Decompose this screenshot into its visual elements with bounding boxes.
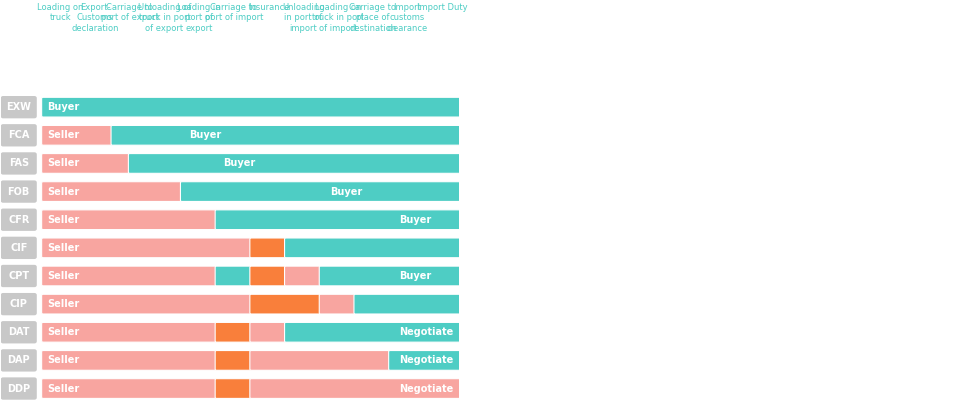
FancyBboxPatch shape (1, 124, 36, 147)
FancyBboxPatch shape (41, 322, 218, 342)
Text: Negotiate: Negotiate (399, 383, 453, 393)
FancyBboxPatch shape (250, 238, 287, 258)
Text: Seller: Seller (47, 215, 80, 225)
FancyBboxPatch shape (1, 208, 36, 231)
Text: Buyer: Buyer (539, 327, 570, 337)
Text: Carriage to
place of
destination: Carriage to place of destination (349, 3, 396, 33)
Text: Carriage to
port of import: Carriage to port of import (204, 3, 263, 22)
Text: Loading on
truck in port
of import: Loading on truck in port of import (312, 3, 364, 33)
FancyBboxPatch shape (1, 349, 36, 372)
FancyBboxPatch shape (41, 266, 218, 286)
FancyBboxPatch shape (1, 152, 36, 175)
Text: Buyer: Buyer (677, 299, 709, 309)
FancyBboxPatch shape (250, 294, 322, 314)
Text: Loading on
truck: Loading on truck (37, 3, 84, 22)
FancyBboxPatch shape (389, 351, 461, 370)
Text: Buyer: Buyer (329, 187, 362, 197)
FancyBboxPatch shape (1, 96, 36, 118)
Text: Buyer: Buyer (224, 158, 255, 168)
Text: Seller: Seller (468, 356, 501, 365)
Text: Buyer: Buyer (608, 271, 640, 281)
Text: DDP: DDP (7, 383, 31, 393)
FancyBboxPatch shape (250, 351, 392, 370)
Text: Buyer: Buyer (399, 215, 431, 225)
FancyBboxPatch shape (354, 294, 461, 314)
Text: Import Duty: Import Duty (417, 3, 468, 12)
FancyBboxPatch shape (1, 321, 36, 343)
FancyBboxPatch shape (1, 181, 36, 203)
FancyBboxPatch shape (111, 125, 461, 145)
FancyBboxPatch shape (41, 210, 218, 229)
Text: Insurance: Insurance (248, 3, 289, 12)
FancyBboxPatch shape (41, 154, 132, 173)
Text: Seller: Seller (47, 356, 80, 365)
Text: Seller: Seller (47, 158, 80, 168)
Text: FOB: FOB (8, 187, 30, 197)
FancyBboxPatch shape (1, 377, 36, 400)
Text: EXW: EXW (7, 102, 31, 112)
Text: Carriage to
port of export: Carriage to port of export (101, 3, 158, 22)
FancyBboxPatch shape (1, 237, 36, 259)
FancyBboxPatch shape (1, 265, 36, 287)
Text: Negotiate: Negotiate (468, 271, 523, 281)
Text: Seller: Seller (47, 327, 80, 337)
Text: FAS: FAS (9, 158, 29, 168)
Text: CFR: CFR (8, 215, 30, 225)
FancyBboxPatch shape (320, 266, 461, 286)
FancyBboxPatch shape (1, 293, 36, 315)
FancyBboxPatch shape (284, 322, 461, 342)
Text: Negotiate: Negotiate (399, 356, 453, 365)
FancyBboxPatch shape (215, 351, 252, 370)
FancyBboxPatch shape (41, 351, 218, 370)
FancyBboxPatch shape (41, 379, 218, 398)
FancyBboxPatch shape (284, 238, 461, 258)
Text: Buyer: Buyer (189, 130, 222, 140)
Text: Seller: Seller (47, 187, 80, 197)
FancyBboxPatch shape (41, 238, 252, 258)
Text: Seller: Seller (539, 271, 570, 281)
Text: Negotiate: Negotiate (468, 243, 523, 253)
Text: Seller: Seller (47, 243, 80, 253)
FancyBboxPatch shape (41, 182, 183, 202)
Text: Seller: Seller (608, 299, 640, 309)
Text: FCA: FCA (8, 130, 30, 140)
Text: Unloading of
truck in port
of export: Unloading of truck in port of export (138, 3, 191, 33)
Text: Import
customs
clearance: Import customs clearance (387, 3, 428, 33)
FancyBboxPatch shape (320, 294, 357, 314)
Text: DAP: DAP (8, 356, 30, 365)
FancyBboxPatch shape (215, 266, 252, 286)
FancyBboxPatch shape (250, 379, 461, 398)
FancyBboxPatch shape (215, 210, 461, 229)
FancyBboxPatch shape (284, 266, 322, 286)
Text: Seller: Seller (47, 130, 80, 140)
FancyBboxPatch shape (250, 266, 287, 286)
Text: Buyer: Buyer (399, 271, 431, 281)
Text: Negotiate: Negotiate (468, 299, 523, 309)
Text: CIF: CIF (10, 243, 28, 253)
FancyBboxPatch shape (215, 322, 252, 342)
Text: Seller: Seller (468, 383, 501, 393)
Text: Unloading
in port of
import: Unloading in port of import (282, 3, 324, 33)
Text: Buyer: Buyer (539, 243, 570, 253)
FancyBboxPatch shape (41, 125, 114, 145)
Text: CIP: CIP (10, 299, 28, 309)
FancyBboxPatch shape (41, 97, 461, 117)
FancyBboxPatch shape (129, 154, 461, 173)
Text: DAT: DAT (8, 327, 30, 337)
Text: Seller: Seller (47, 383, 80, 393)
Text: Negotiate: Negotiate (399, 327, 453, 337)
Text: Seller: Seller (468, 327, 501, 337)
Text: Buyer: Buyer (747, 356, 780, 365)
Text: Seller: Seller (47, 299, 80, 309)
Text: Export-
Customs
declaration: Export- Customs declaration (71, 3, 119, 33)
FancyBboxPatch shape (250, 322, 287, 342)
FancyBboxPatch shape (180, 182, 461, 202)
Text: CPT: CPT (9, 271, 30, 281)
Text: Buyer: Buyer (47, 102, 80, 112)
FancyBboxPatch shape (215, 379, 252, 398)
Text: Seller: Seller (47, 271, 80, 281)
Text: Loading in
port of
export: Loading in port of export (178, 3, 221, 33)
FancyBboxPatch shape (41, 294, 252, 314)
